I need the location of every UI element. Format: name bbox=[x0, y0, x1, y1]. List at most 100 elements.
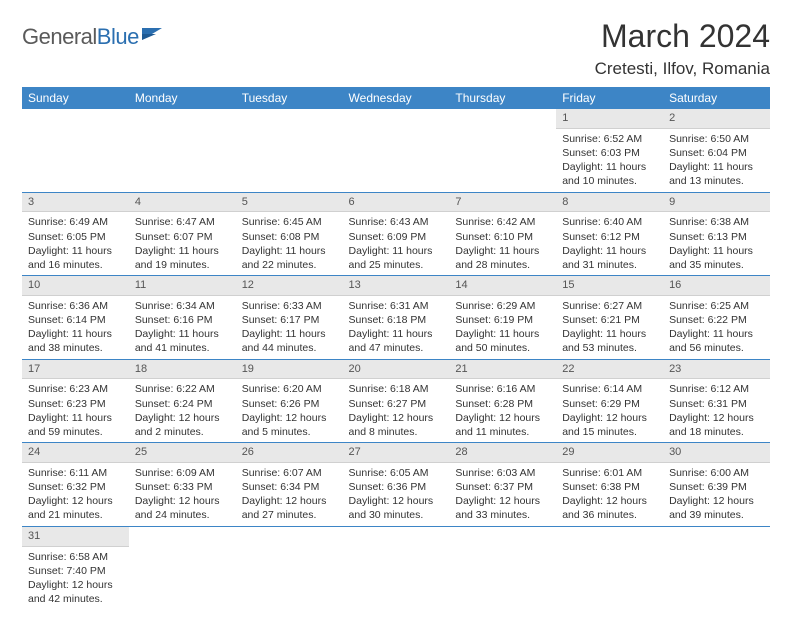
calendar-day-cell: 25Sunrise: 6:09 AMSunset: 6:33 PMDayligh… bbox=[129, 443, 236, 527]
sunrise-text: Sunrise: 6:33 AM bbox=[242, 299, 337, 313]
daylight-text: Daylight: 12 hours and 39 minutes. bbox=[669, 494, 764, 522]
day-number: 24 bbox=[22, 443, 129, 463]
sunset-text: Sunset: 6:18 PM bbox=[349, 313, 444, 327]
sunrise-text: Sunrise: 6:25 AM bbox=[669, 299, 764, 313]
day-info: Sunrise: 6:01 AMSunset: 6:38 PMDaylight:… bbox=[556, 463, 663, 526]
calendar-day-cell: 15Sunrise: 6:27 AMSunset: 6:21 PMDayligh… bbox=[556, 276, 663, 360]
calendar-day-cell: 17Sunrise: 6:23 AMSunset: 6:23 PMDayligh… bbox=[22, 359, 129, 443]
calendar-day-cell bbox=[236, 109, 343, 192]
sunrise-text: Sunrise: 6:29 AM bbox=[455, 299, 550, 313]
calendar-day-cell: 22Sunrise: 6:14 AMSunset: 6:29 PMDayligh… bbox=[556, 359, 663, 443]
daylight-text: Daylight: 11 hours and 56 minutes. bbox=[669, 327, 764, 355]
sunrise-text: Sunrise: 6:49 AM bbox=[28, 215, 123, 229]
page-location: Cretesti, Ilfov, Romania bbox=[595, 59, 770, 79]
logo-text-blue: Blue bbox=[97, 24, 139, 50]
calendar-page: GeneralBlue March 2024 Cretesti, Ilfov, … bbox=[0, 0, 792, 619]
sunset-text: Sunset: 6:31 PM bbox=[669, 397, 764, 411]
day-info: Sunrise: 6:36 AMSunset: 6:14 PMDaylight:… bbox=[22, 296, 129, 359]
calendar-week-row: 17Sunrise: 6:23 AMSunset: 6:23 PMDayligh… bbox=[22, 359, 770, 443]
day-info: Sunrise: 6:50 AMSunset: 6:04 PMDaylight:… bbox=[663, 129, 770, 192]
daylight-text: Daylight: 12 hours and 33 minutes. bbox=[455, 494, 550, 522]
day-info: Sunrise: 6:11 AMSunset: 6:32 PMDaylight:… bbox=[22, 463, 129, 526]
weekday-header: Wednesday bbox=[343, 87, 450, 109]
daylight-text: Daylight: 11 hours and 44 minutes. bbox=[242, 327, 337, 355]
sunset-text: Sunset: 6:28 PM bbox=[455, 397, 550, 411]
daylight-text: Daylight: 11 hours and 10 minutes. bbox=[562, 160, 657, 188]
weekday-header: Sunday bbox=[22, 87, 129, 109]
sunrise-text: Sunrise: 6:14 AM bbox=[562, 382, 657, 396]
calendar-day-cell bbox=[236, 526, 343, 609]
daylight-text: Daylight: 12 hours and 27 minutes. bbox=[242, 494, 337, 522]
sunset-text: Sunset: 6:26 PM bbox=[242, 397, 337, 411]
day-number: 15 bbox=[556, 276, 663, 296]
sunrise-text: Sunrise: 6:07 AM bbox=[242, 466, 337, 480]
sunrise-text: Sunrise: 6:03 AM bbox=[455, 466, 550, 480]
daylight-text: Daylight: 11 hours and 25 minutes. bbox=[349, 244, 444, 272]
day-info: Sunrise: 6:38 AMSunset: 6:13 PMDaylight:… bbox=[663, 212, 770, 275]
sunset-text: Sunset: 6:16 PM bbox=[135, 313, 230, 327]
day-info: Sunrise: 6:00 AMSunset: 6:39 PMDaylight:… bbox=[663, 463, 770, 526]
calendar-day-cell: 26 Sunrise: 6:07 AMSunset: 6:34 PMDayligh… bbox=[236, 443, 343, 527]
calendar-day-cell: 18Sunrise: 6:22 AMSunset: 6:24 PMDayligh… bbox=[129, 359, 236, 443]
sunrise-text: Sunrise: 6:23 AM bbox=[28, 382, 123, 396]
day-info: Sunrise: 6:29 AMSunset: 6:19 PMDaylight:… bbox=[449, 296, 556, 359]
sunset-text: Sunset: 6:12 PM bbox=[562, 230, 657, 244]
daylight-text: Daylight: 11 hours and 47 minutes. bbox=[349, 327, 444, 355]
day-number: 2 bbox=[663, 109, 770, 129]
weekday-header: Thursday bbox=[449, 87, 556, 109]
day-number: 4 bbox=[129, 193, 236, 213]
day-info: Sunrise: 6:40 AMSunset: 6:12 PMDaylight:… bbox=[556, 212, 663, 275]
sunset-text: Sunset: 6:34 PM bbox=[242, 480, 337, 494]
day-number: 3 bbox=[22, 193, 129, 213]
calendar-day-cell: 13Sunrise: 6:31 AMSunset: 6:18 PMDayligh… bbox=[343, 276, 450, 360]
daylight-text: Daylight: 11 hours and 13 minutes. bbox=[669, 160, 764, 188]
calendar-day-cell: 4Sunrise: 6:47 AMSunset: 6:07 PMDaylight… bbox=[129, 192, 236, 276]
day-info: Sunrise: 6:31 AMSunset: 6:18 PMDaylight:… bbox=[343, 296, 450, 359]
calendar-day-cell: 5Sunrise: 6:45 AMSunset: 6:08 PMDaylight… bbox=[236, 192, 343, 276]
sunset-text: Sunset: 6:03 PM bbox=[562, 146, 657, 160]
day-info: Sunrise: 6:45 AMSunset: 6:08 PMDaylight:… bbox=[236, 212, 343, 275]
day-info: Sunrise: 6:34 AMSunset: 6:16 PMDaylight:… bbox=[129, 296, 236, 359]
day-number: 25 bbox=[129, 443, 236, 463]
sunrise-text: Sunrise: 6:36 AM bbox=[28, 299, 123, 313]
day-number: 29 bbox=[556, 443, 663, 463]
weekday-header: Friday bbox=[556, 87, 663, 109]
calendar-day-cell: 31Sunrise: 6:58 AMSunset: 7:40 PMDayligh… bbox=[22, 526, 129, 609]
calendar-day-cell: 21Sunrise: 6:16 AMSunset: 6:28 PMDayligh… bbox=[449, 359, 556, 443]
day-info: Sunrise: 6:05 AMSunset: 6:36 PMDaylight:… bbox=[343, 463, 450, 526]
sunrise-text: Sunrise: 6:18 AM bbox=[349, 382, 444, 396]
day-info: Sunrise: 6:42 AMSunset: 6:10 PMDaylight:… bbox=[449, 212, 556, 275]
day-info: Sunrise: 6:33 AMSunset: 6:17 PMDaylight:… bbox=[236, 296, 343, 359]
daylight-text: Daylight: 12 hours and 21 minutes. bbox=[28, 494, 123, 522]
day-number: 26 bbox=[236, 443, 343, 463]
sunset-text: Sunset: 7:40 PM bbox=[28, 564, 123, 578]
daylight-text: Daylight: 11 hours and 41 minutes. bbox=[135, 327, 230, 355]
calendar-day-cell: 19Sunrise: 6:20 AMSunset: 6:26 PMDayligh… bbox=[236, 359, 343, 443]
day-number: 11 bbox=[129, 276, 236, 296]
day-info: Sunrise: 6:27 AMSunset: 6:21 PMDaylight:… bbox=[556, 296, 663, 359]
calendar-day-cell bbox=[556, 526, 663, 609]
day-info: Sunrise: 6:09 AMSunset: 6:33 PMDaylight:… bbox=[129, 463, 236, 526]
day-number: 31 bbox=[22, 527, 129, 547]
daylight-text: Daylight: 12 hours and 30 minutes. bbox=[349, 494, 444, 522]
calendar-day-cell bbox=[449, 526, 556, 609]
sunrise-text: Sunrise: 6:31 AM bbox=[349, 299, 444, 313]
sunrise-text: Sunrise: 6:20 AM bbox=[242, 382, 337, 396]
sunset-text: Sunset: 6:05 PM bbox=[28, 230, 123, 244]
sunset-text: Sunset: 6:10 PM bbox=[455, 230, 550, 244]
sunrise-text: Sunrise: 6:40 AM bbox=[562, 215, 657, 229]
day-number: 17 bbox=[22, 360, 129, 380]
day-info: Sunrise: 6:23 AMSunset: 6:23 PMDaylight:… bbox=[22, 379, 129, 442]
calendar-day-cell: 28Sunrise: 6:03 AMSunset: 6:37 PMDayligh… bbox=[449, 443, 556, 527]
calendar-day-cell bbox=[449, 109, 556, 192]
sunrise-text: Sunrise: 6:12 AM bbox=[669, 382, 764, 396]
sunset-text: Sunset: 6:04 PM bbox=[669, 146, 764, 160]
sunset-text: Sunset: 6:39 PM bbox=[669, 480, 764, 494]
calendar-day-cell bbox=[129, 109, 236, 192]
sunrise-text: Sunrise: 6:47 AM bbox=[135, 215, 230, 229]
day-number: 1 bbox=[556, 109, 663, 129]
calendar-table: Sunday Monday Tuesday Wednesday Thursday… bbox=[22, 87, 770, 609]
sunrise-text: Sunrise: 6:43 AM bbox=[349, 215, 444, 229]
calendar-day-cell bbox=[343, 526, 450, 609]
sunset-text: Sunset: 6:33 PM bbox=[135, 480, 230, 494]
